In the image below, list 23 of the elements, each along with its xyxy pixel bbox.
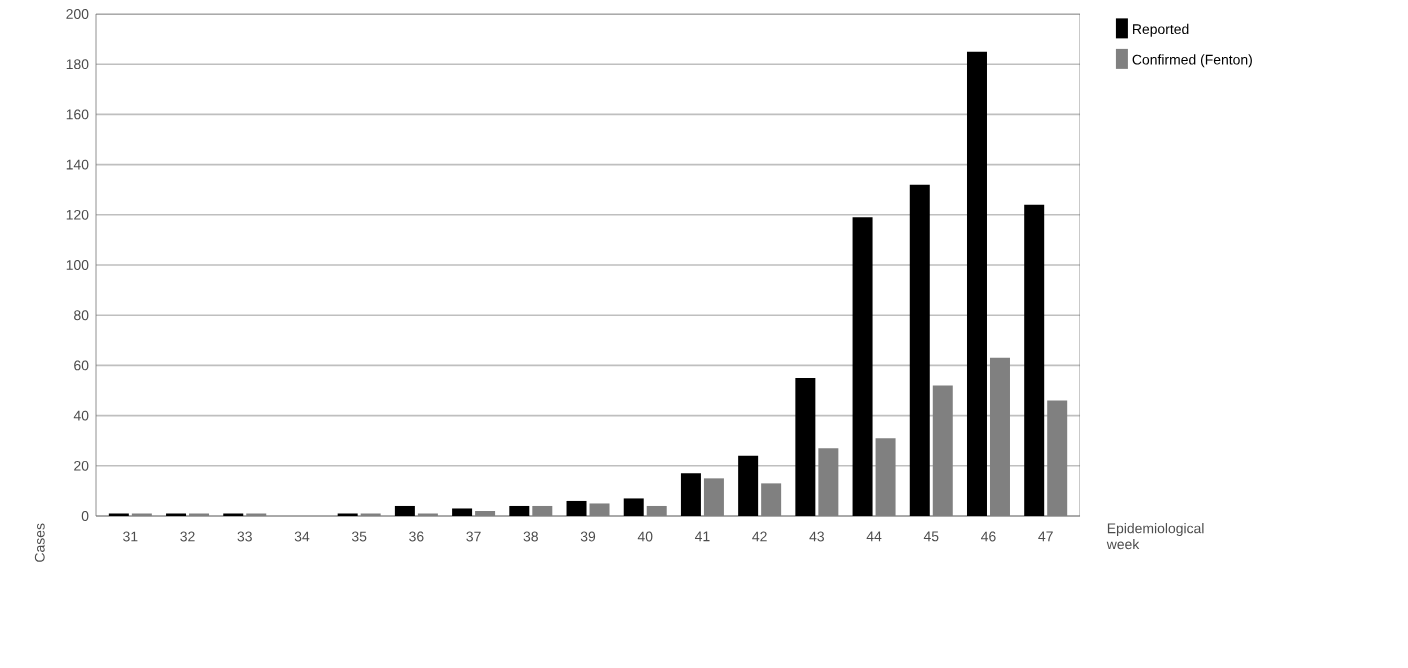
bar (909, 184, 930, 516)
bar (852, 217, 873, 516)
bar (818, 448, 839, 516)
bar (394, 505, 415, 516)
bar (966, 51, 987, 516)
bar (703, 478, 724, 516)
bar (589, 503, 610, 516)
bar (1047, 400, 1068, 516)
bar (738, 455, 759, 516)
bar (932, 385, 953, 516)
bar (452, 508, 473, 516)
bar (989, 357, 1010, 516)
bar (509, 505, 530, 516)
bar (875, 438, 896, 516)
bar (1024, 204, 1045, 516)
bar (646, 505, 667, 516)
bar (566, 500, 587, 516)
bar (761, 483, 782, 516)
bar (623, 498, 644, 516)
bar (795, 377, 816, 516)
bar (475, 510, 496, 516)
bar (532, 505, 553, 516)
bar (680, 473, 701, 516)
